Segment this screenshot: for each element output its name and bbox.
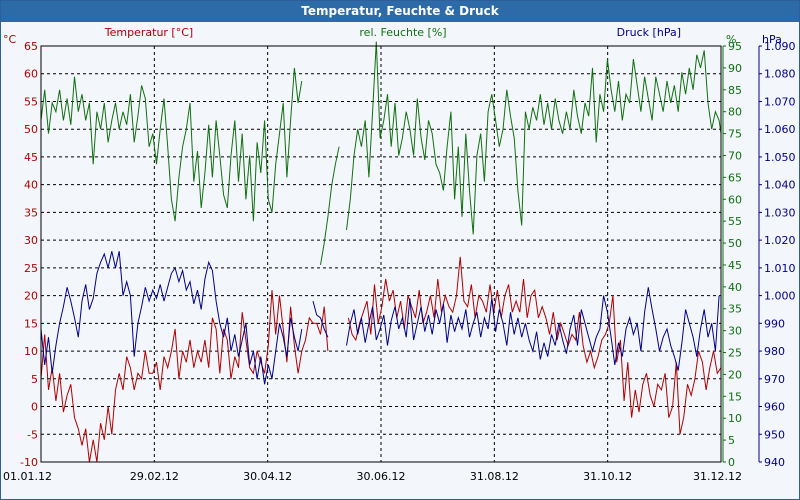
humidity-tick-label: 40 — [728, 281, 742, 294]
pressure-tick-label: 980 — [764, 345, 785, 358]
humidity-unit-label: % — [726, 33, 736, 46]
series-label: Druck [hPa] — [617, 26, 681, 39]
humidity-tick-label: 30 — [728, 325, 742, 338]
temperature-tick-label: -10 — [20, 456, 38, 469]
pressure-tick-label: 1.020 — [764, 234, 796, 247]
pressure-tick-label: 990 — [764, 317, 785, 330]
window-title: Temperatur, Feuchte & Druck — [1, 1, 799, 22]
humidity-tick-label: 45 — [728, 259, 742, 272]
humidity-tick-label: 5 — [728, 434, 735, 447]
series-line — [346, 41, 722, 235]
series-line — [312, 300, 329, 338]
humidity-tick-label: 65 — [728, 171, 742, 184]
pressure-unit-label: hPa — [762, 33, 782, 46]
grid-lines — [41, 45, 721, 463]
humidity-tick-label: 25 — [728, 347, 742, 360]
temperature-tick-label: 20 — [24, 290, 38, 303]
series-line — [346, 287, 720, 371]
x-tick-label: 29.02.12 — [130, 470, 179, 483]
humidity-tick-label: 60 — [728, 193, 742, 206]
humidity-tick-label: 50 — [728, 237, 742, 250]
pressure-tick-label: 970 — [764, 373, 785, 386]
series-line — [320, 146, 340, 265]
series-line — [347, 256, 722, 435]
humidity-tick-label: 20 — [728, 368, 742, 381]
pressure-tick-label: 950 — [764, 428, 785, 441]
temperature-tick-label: 10 — [24, 345, 38, 358]
temperature-tick-label: 15 — [24, 317, 38, 330]
temperature-tick-label: 0 — [31, 401, 38, 414]
humidity-tick-label: 90 — [728, 62, 742, 75]
temperature-tick-label: 25 — [24, 262, 38, 275]
series-line — [40, 251, 303, 385]
pressure-tick-label: 1.090 — [764, 40, 796, 53]
pressure-tick-label: 1.080 — [764, 68, 796, 81]
x-tick-label: 30.06.12 — [357, 470, 406, 483]
temperature-tick-label: 55 — [24, 95, 38, 108]
pressure-tick-label: 1.010 — [764, 262, 796, 275]
temperature-tick-label: 5 — [31, 373, 38, 386]
temperature-tick-label: 30 — [24, 234, 38, 247]
temperature-tick-label: 40 — [24, 179, 38, 192]
temperature-tick-label: 65 — [24, 40, 38, 53]
series-layer — [40, 41, 722, 463]
pressure-tick-label: 1.070 — [764, 95, 796, 108]
series-line — [40, 67, 303, 222]
pressure-tick-label: 1.050 — [764, 151, 796, 164]
humidity-tick-label: 95 — [728, 40, 742, 53]
humidity-tick-label: 35 — [728, 303, 742, 316]
pressure-tick-label: 1.060 — [764, 123, 796, 136]
pressure-tick-label: 940 — [764, 456, 785, 469]
x-tick-label: 01.01.12 — [3, 470, 52, 483]
series-line — [40, 290, 329, 463]
humidity-tick-label: 0 — [728, 456, 735, 469]
temperature-tick-label: 50 — [24, 123, 38, 136]
humidity-tick-label: 55 — [728, 215, 742, 228]
temperature-tick-label: 45 — [24, 151, 38, 164]
temperature-tick-label: 60 — [24, 68, 38, 81]
series-label: rel. Feuchte [%] — [359, 26, 446, 39]
humidity-tick-label: 85 — [728, 84, 742, 97]
humidity-tick-label: 70 — [728, 149, 742, 162]
x-tick-label: 31.08.12 — [470, 470, 519, 483]
pressure-tick-label: 960 — [764, 401, 785, 414]
pressure-tick-label: 1.040 — [764, 179, 796, 192]
x-tick-label: 31.12.12 — [693, 470, 742, 483]
humidity-tick-label: 80 — [728, 106, 742, 119]
humidity-tick-label: 15 — [728, 390, 742, 403]
chart-plot-area: 01.01.12 29.02.12 30.04.12 30.06.12 31.08.12… — [3, 26, 796, 483]
humidity-tick-label: 75 — [728, 128, 742, 141]
plot-frame — [40, 45, 722, 463]
pressure-tick-label: 1.030 — [764, 206, 796, 219]
temperature-tick-label: -5 — [27, 428, 38, 441]
humidity-tick-label: 10 — [728, 412, 742, 425]
x-tick-label: 30.04.12 — [243, 470, 292, 483]
temperature-tick-label: 35 — [24, 206, 38, 219]
x-tick-label: 31.10.12 — [583, 470, 632, 483]
pressure-tick-label: 1.000 — [764, 290, 796, 303]
series-label: Temperatur [°C] — [104, 26, 193, 39]
axes-layer: 01.01.12 29.02.12 30.04.12 30.06.12 31.08.12… — [3, 26, 796, 483]
temperature-unit-label: °C — [3, 33, 17, 46]
